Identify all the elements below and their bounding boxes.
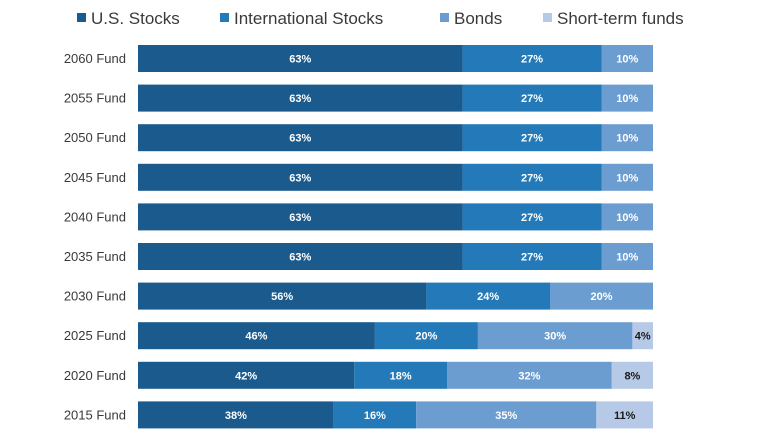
bar-segment-2030-fund-bonds (550, 282, 653, 310)
bar-segment-2040-fund-u-s-stocks (138, 203, 463, 231)
data-label-2015-fund-international-stocks: 16% (364, 410, 386, 422)
category-label-2015-fund: 2015 Fund (64, 407, 126, 422)
bar-segment-2025-fund-bonds (477, 322, 633, 350)
chart-legend: U.S. Stocks International Stocks Bonds Shor… (77, 9, 684, 28)
data-label-2040-fund-bonds: 10% (616, 212, 638, 224)
category-label-2060-fund: 2060 Fund (64, 51, 126, 66)
data-label-2020-fund-international-stocks: 18% (390, 370, 412, 382)
data-label-2025-fund-short-term-funds: 4% (635, 331, 651, 343)
legend-swatch-u-s-stocks (77, 13, 86, 22)
data-label-2020-fund-bonds: 32% (518, 370, 540, 382)
bar-segment-2055-fund-bonds (601, 84, 653, 112)
bar-segment-2050-fund-international-stocks (462, 124, 602, 152)
data-label-2035-fund-bonds: 10% (616, 252, 638, 264)
data-label-2035-fund-u-s-stocks: 63% (289, 252, 311, 264)
legend-swatch-international-stocks (220, 13, 229, 22)
data-label-2055-fund-bonds: 10% (616, 93, 638, 105)
bar-segment-2050-fund-bonds (601, 124, 653, 152)
data-label-2025-fund-u-s-stocks: 46% (245, 331, 267, 343)
bar-segment-2040-fund-international-stocks (462, 203, 602, 231)
bar-segment-2020-fund-short-term-funds (611, 361, 653, 389)
bar-segment-2035-fund-bonds (601, 243, 653, 270)
bar-segment-2040-fund-bonds (601, 203, 653, 231)
data-label-2045-fund-u-s-stocks: 63% (289, 172, 311, 184)
bar-segment-2015-fund-international-stocks (333, 401, 417, 429)
legend-label-short-term-funds: Short-term funds (557, 9, 684, 28)
data-label-2045-fund-international-stocks: 27% (521, 172, 543, 184)
bar-segment-2015-fund-u-s-stocks (138, 401, 334, 429)
data-label-2060-fund-u-s-stocks: 63% (289, 54, 311, 66)
bar-segment-2015-fund-bonds (416, 401, 597, 429)
data-label-2045-fund-bonds: 10% (616, 172, 638, 184)
category-label-2020-fund: 2020 Fund (64, 368, 126, 383)
data-label-2015-fund-u-s-stocks: 38% (225, 410, 247, 422)
category-label-2050-fund: 2050 Fund (64, 130, 126, 145)
data-label-2030-fund-u-s-stocks: 56% (271, 291, 293, 303)
category-label-2040-fund: 2040 Fund (64, 209, 126, 224)
bar-segment-2060-fund-bonds (601, 45, 653, 72)
data-label-2030-fund-international-stocks: 24% (477, 291, 499, 303)
bar-segment-2020-fund-international-stocks (354, 361, 447, 389)
legend-label-international-stocks: International Stocks (234, 9, 383, 28)
bar-segment-2050-fund-u-s-stocks (138, 124, 463, 152)
bar-segment-2060-fund-u-s-stocks (138, 45, 463, 72)
data-label-2020-fund-short-term-funds: 8% (624, 370, 640, 382)
category-label-2035-fund: 2035 Fund (64, 249, 126, 264)
data-label-2060-fund-international-stocks: 27% (521, 54, 543, 66)
bar-segment-2060-fund-international-stocks (462, 45, 602, 72)
bar-segment-2025-fund-u-s-stocks (138, 322, 375, 350)
bar-segment-2030-fund-international-stocks (426, 282, 550, 310)
category-labels: 2060 Fund 2055 Fund 2050 Fund 2045 Fund 2040… (64, 51, 126, 422)
bar-segment-2020-fund-bonds (447, 361, 612, 389)
data-label-2040-fund-international-stocks: 27% (521, 212, 543, 224)
legend-swatch-short-term-funds (543, 13, 552, 22)
data-label-2020-fund-u-s-stocks: 42% (235, 370, 257, 382)
bar-segment-2015-fund-short-term-funds (596, 401, 653, 429)
bar-segment-2045-fund-bonds (601, 163, 653, 191)
data-label-2060-fund-bonds: 10% (616, 54, 638, 66)
data-labels: 63% 27% 10% 63% 27% 10% 63% 27% 10% 63% 27% 10% 63% 2… (225, 54, 651, 422)
data-label-2025-fund-international-stocks: 20% (415, 331, 437, 343)
bar-segment-2045-fund-u-s-stocks (138, 163, 463, 191)
bar-segment-2055-fund-international-stocks (462, 84, 602, 112)
data-label-2015-fund-short-term-funds: 11% (614, 410, 636, 422)
data-label-2050-fund-international-stocks: 27% (521, 133, 543, 145)
bar-segment-2025-fund-international-stocks (374, 322, 478, 350)
data-label-2050-fund-bonds: 10% (616, 133, 638, 145)
bar-segment-2025-fund-short-term-funds (632, 322, 653, 350)
category-label-2045-fund: 2045 Fund (64, 170, 126, 185)
bar-segment-2020-fund-u-s-stocks (138, 361, 355, 389)
legend-label-u-s-stocks: U.S. Stocks (91, 9, 180, 28)
legend-label-bonds: Bonds (454, 9, 502, 28)
bar-segment-2035-fund-international-stocks (462, 243, 602, 270)
data-label-2035-fund-international-stocks: 27% (521, 252, 543, 264)
category-label-2055-fund: 2055 Fund (64, 91, 126, 106)
legend-swatch-bonds (440, 13, 449, 22)
category-label-2025-fund: 2025 Fund (64, 328, 126, 343)
bar-segment-2035-fund-u-s-stocks (138, 243, 463, 270)
bar-segments (138, 45, 653, 429)
data-label-2030-fund-bonds: 20% (590, 291, 612, 303)
bar-segment-2055-fund-u-s-stocks (138, 84, 463, 112)
data-label-2055-fund-u-s-stocks: 63% (289, 93, 311, 105)
data-label-2015-fund-bonds: 35% (495, 410, 517, 422)
data-label-2050-fund-u-s-stocks: 63% (289, 133, 311, 145)
data-label-2055-fund-international-stocks: 27% (521, 93, 543, 105)
data-label-2025-fund-bonds: 30% (544, 331, 566, 343)
bar-segment-2045-fund-international-stocks (462, 163, 602, 191)
data-label-2040-fund-u-s-stocks: 63% (289, 212, 311, 224)
bar-segment-2030-fund-u-s-stocks (138, 282, 427, 310)
category-label-2030-fund: 2030 Fund (64, 289, 126, 304)
